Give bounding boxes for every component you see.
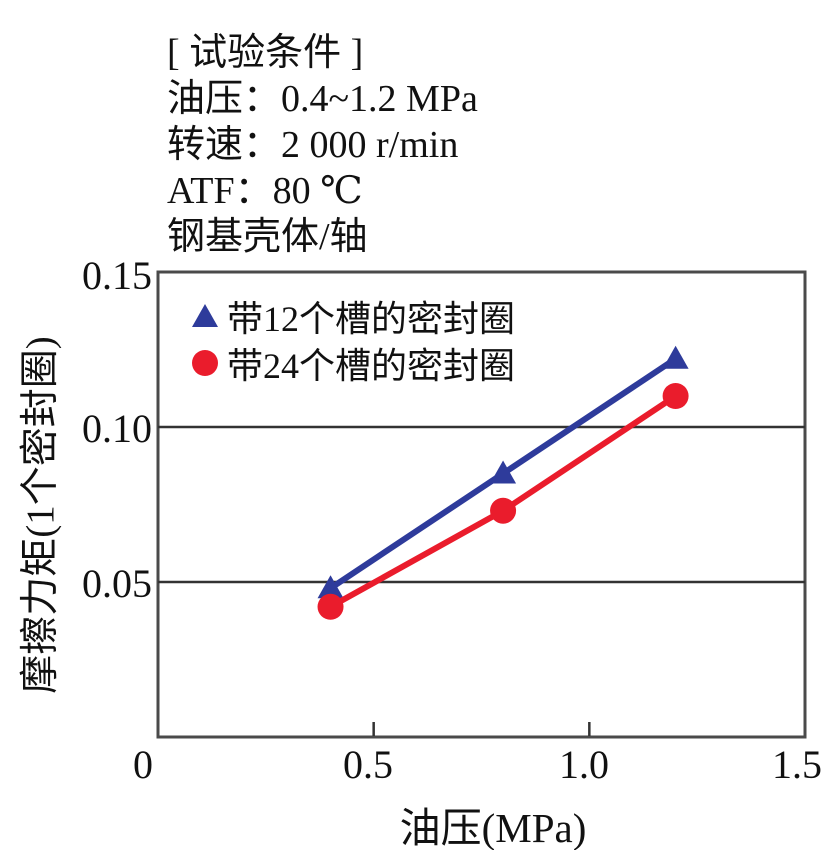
legend-marker-box: [191, 304, 219, 327]
chart-legend: 带12个槽的密封圈 带24个槽的密封圈: [191, 292, 515, 386]
test-conditions-block: [ 试验条件 ] 油压：0.4~1.2 MPa 转速：2 000 r/min A…: [167, 30, 478, 260]
data-point-circle-1: [490, 497, 517, 524]
x-tick-label-15: 1.5: [772, 742, 822, 787]
data-point-triangle-1: [490, 460, 517, 484]
condition-atf-temp: ATF：80 ℃: [167, 170, 363, 212]
x-tick-label-05: 0.5: [343, 742, 393, 787]
legend-marker-box: [191, 349, 219, 376]
condition-oil-pressure: 油压：0.4~1.2 MPa: [167, 78, 478, 120]
series-layer: [317, 345, 689, 620]
legend-label-24-grooves: 带24个槽的密封圈: [227, 345, 516, 386]
x-tick-label-0: 0: [133, 742, 153, 787]
data-point-circle-2: [662, 383, 689, 409]
x-tick-label-10: 1.0: [559, 742, 609, 787]
condition-material: 钢基壳体/轴: [167, 216, 368, 258]
data-point-triangle-0: [317, 575, 344, 599]
plot-static-layer: [156, 270, 807, 739]
y-tick-label-015: 0.15: [82, 253, 152, 298]
legend-item-12-grooves: 带12个槽的密封圈: [191, 292, 515, 339]
x-axis-title: 油压(MPa): [399, 805, 587, 850]
legend-item-24-grooves: 带24个槽的密封圈: [191, 339, 515, 386]
legend-circle-icon: [192, 349, 218, 376]
data-point-circle-0: [317, 593, 344, 620]
y-tick-label-010: 0.10: [82, 406, 152, 451]
conditions-title: [ 试验条件 ]: [167, 32, 364, 74]
y-axis-title: 摩擦力矩(1个密封圈): [19, 336, 62, 694]
legend-triangle-icon: [192, 304, 218, 327]
data-point-triangle-2: [662, 345, 689, 369]
plot-border: [156, 270, 807, 739]
legend-label-12-grooves: 带12个槽的密封圈: [227, 298, 516, 339]
y-tick-label-005: 0.05: [82, 561, 152, 606]
condition-speed: 转速：2 000 r/min: [167, 124, 459, 166]
